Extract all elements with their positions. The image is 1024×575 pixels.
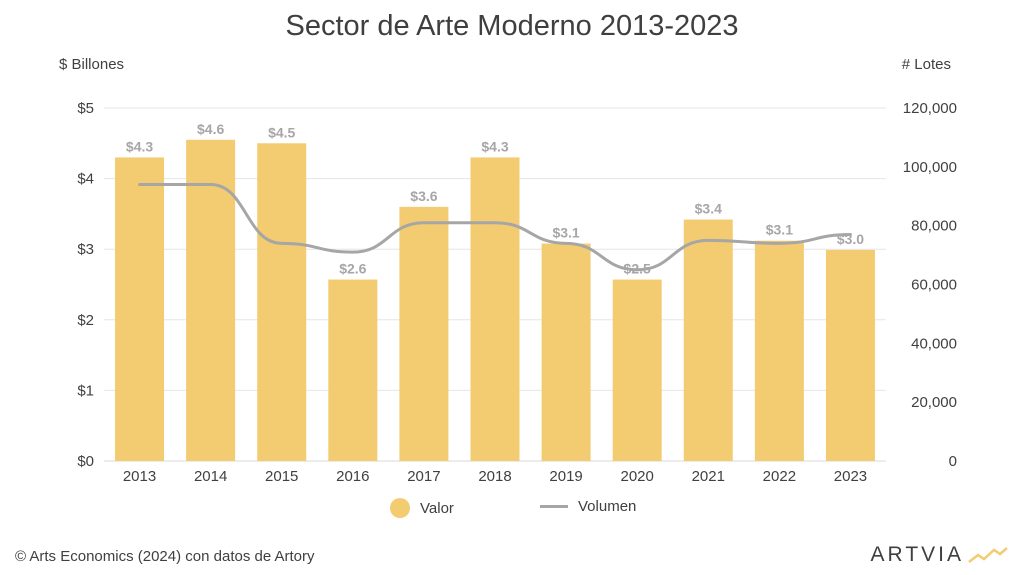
bar xyxy=(257,143,307,462)
legend-item-volumen: Volumen xyxy=(540,498,636,515)
bar xyxy=(115,157,165,462)
right-tick-label: 20,000 xyxy=(911,394,957,411)
right-axis-ticks: 0 20,000 40,000 60,000 80,000 100,000 120,000 xyxy=(903,100,957,470)
x-tick-label: 2014 xyxy=(194,468,227,485)
right-tick-label: 0 xyxy=(949,453,957,470)
x-tick-label: 2020 xyxy=(620,468,653,485)
logo-text: ARTVIA xyxy=(870,543,964,566)
right-tick-label: 60,000 xyxy=(911,277,957,294)
legend-swatch-valor xyxy=(390,498,410,518)
x-tick-label: 2017 xyxy=(407,468,440,485)
bar-data-label: $4.3 xyxy=(126,138,153,154)
bar-data-labels: $4.3 $4.6 $4.5 $2.6 $3.6 $4.3 $3.1 $2.5 $3.4 $3.1… xyxy=(126,121,864,277)
chart-title: Sector de Arte Moderno 2013-2023 xyxy=(285,10,739,42)
bar-data-label: $3.0 xyxy=(837,231,864,247)
bar-data-label: $3.1 xyxy=(766,222,793,238)
bar xyxy=(186,139,236,461)
left-tick-label: $1 xyxy=(77,382,94,399)
left-tick-label: $2 xyxy=(77,312,94,329)
legend: Valor Volumen xyxy=(0,498,1024,522)
legend-item-valor: Valor xyxy=(390,498,454,518)
bar xyxy=(399,206,449,461)
bar-data-label: $2.5 xyxy=(624,261,651,277)
bar-data-label: $4.5 xyxy=(268,124,295,140)
x-tick-label: 2013 xyxy=(123,468,156,485)
right-tick-label: 40,000 xyxy=(911,335,957,352)
bar xyxy=(541,243,591,461)
bar xyxy=(683,219,733,461)
x-tick-label: 2021 xyxy=(692,468,725,485)
x-tick-label: 2022 xyxy=(763,468,796,485)
left-tick-label: $5 xyxy=(77,100,94,117)
source-footer: © Arts Economics (2024) con datos de Art… xyxy=(15,548,315,565)
bar xyxy=(612,279,662,461)
bar xyxy=(328,279,378,461)
logo-trend-icon xyxy=(968,547,1008,563)
artvia-logo: ARTVIA xyxy=(871,543,1008,567)
bar xyxy=(470,157,520,462)
bar-data-label: $3.4 xyxy=(695,201,722,217)
left-axis-ticks: $0 $1 $2 $3 $4 $5 xyxy=(77,100,94,470)
legend-label-valor: Valor xyxy=(420,499,454,517)
volumen-line xyxy=(138,182,852,272)
bar-data-label: $3.1 xyxy=(552,225,579,241)
x-axis-ticks: 2013 2014 2015 2016 2017 2018 2019 2020 2021 2022… xyxy=(123,468,867,485)
right-tick-label: 80,000 xyxy=(911,218,957,235)
x-tick-label: 2015 xyxy=(265,468,298,485)
legend-swatch-volumen xyxy=(540,505,568,508)
legend-label-volumen: Volumen xyxy=(578,498,637,515)
bar-data-label: $4.6 xyxy=(197,121,224,137)
line-series-volumen xyxy=(138,182,852,272)
bar-data-label: $3.6 xyxy=(410,188,437,204)
bar-data-label: $4.3 xyxy=(481,138,508,154)
right-tick-label: 120,000 xyxy=(903,100,957,117)
right-tick-label: 100,000 xyxy=(903,159,957,176)
right-axis-title: # Lotes xyxy=(901,56,951,73)
x-tick-label: 2019 xyxy=(549,468,582,485)
x-tick-label: 2016 xyxy=(336,468,369,485)
left-axis-title: $ Billones xyxy=(59,56,125,73)
x-tick-label: 2018 xyxy=(478,468,511,485)
left-tick-label: $0 xyxy=(77,453,94,470)
bar-series-valor xyxy=(115,139,875,462)
bar xyxy=(825,249,875,461)
x-tick-label: 2023 xyxy=(834,468,867,485)
bar xyxy=(754,240,804,461)
left-tick-label: $4 xyxy=(77,171,94,188)
bar-data-label: $2.6 xyxy=(339,261,366,277)
left-tick-label: $3 xyxy=(77,241,94,258)
